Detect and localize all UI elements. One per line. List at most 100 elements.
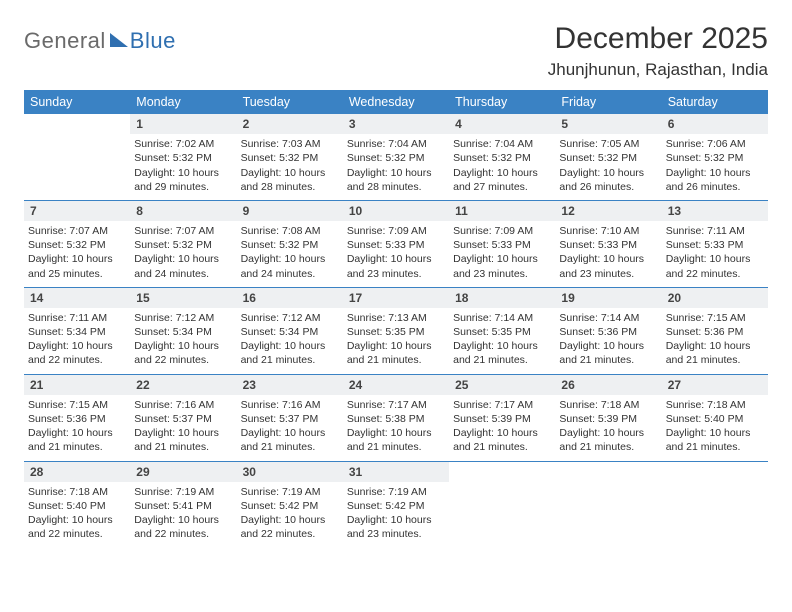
day-number: 24 — [343, 375, 449, 395]
sunset-line: Sunset: 5:40 PM — [28, 499, 126, 513]
daylight-line: Daylight: 10 hours and 21 minutes. — [559, 339, 657, 367]
sunset-line: Sunset: 5:32 PM — [347, 151, 445, 165]
day-cell: 4Sunrise: 7:04 AMSunset: 5:32 PMDaylight… — [449, 114, 555, 200]
day-cell: 24Sunrise: 7:17 AMSunset: 5:38 PMDayligh… — [343, 375, 449, 461]
sunrise-line: Sunrise: 7:06 AM — [666, 137, 764, 151]
day-cell: 13Sunrise: 7:11 AMSunset: 5:33 PMDayligh… — [662, 201, 768, 287]
header: General Blue December 2025 Jhunjhunun, R… — [24, 22, 768, 80]
daylight-line: Daylight: 10 hours and 23 minutes. — [559, 252, 657, 280]
day-number: 5 — [555, 114, 661, 134]
day-cell: 26 Sunrise: 7:18 AMSunset: 5:39 PMDayligh… — [555, 375, 661, 461]
brand-text-2: Blue — [130, 28, 176, 54]
sunset-line: Sunset: 5:39 PM — [559, 412, 657, 426]
sunrise-line: Sunrise: 7:19 AM — [241, 485, 339, 499]
day-number: 9 — [237, 201, 343, 221]
daylight-line: Daylight: 10 hours and 21 minutes. — [134, 426, 232, 454]
brand-text-1: General — [24, 28, 106, 54]
calendar-grid: SundayMondayTuesdayWednesdayThursdayFrid… — [24, 90, 768, 547]
day-number: 23 — [237, 375, 343, 395]
daylight-line: Daylight: 10 hours and 21 minutes. — [559, 426, 657, 454]
dow-cell: Tuesday — [237, 90, 343, 114]
sunrise-line: Sunrise: 7:19 AM — [347, 485, 445, 499]
sunset-line: Sunset: 5:32 PM — [666, 151, 764, 165]
sunrise-line: Sunrise: 7:17 AM — [347, 398, 445, 412]
days-of-week-row: SundayMondayTuesdayWednesdayThursdayFrid… — [24, 90, 768, 114]
day-cell: 21Sunrise: 7:15 AMSunset: 5:36 PMDayligh… — [24, 375, 130, 461]
day-cell: 6Sunrise: 7:06 AMSunset: 5:32 PMDaylight… — [662, 114, 768, 200]
sunrise-line: Sunrise: 7:05 AM — [559, 137, 657, 151]
sunrise-line: Sunrise: 7:04 AM — [347, 137, 445, 151]
dow-cell: Wednesday — [343, 90, 449, 114]
sunset-line: Sunset: 5:34 PM — [241, 325, 339, 339]
day-cell: 11Sunrise: 7:09 AMSunset: 5:33 PMDayligh… — [449, 201, 555, 287]
location-line: Jhunjhunun, Rajasthan, India — [548, 60, 768, 80]
sunset-line: Sunset: 5:33 PM — [453, 238, 551, 252]
sunrise-line: Sunrise: 7:09 AM — [347, 224, 445, 238]
day-cell: 7Sunrise: 7:07 AMSunset: 5:32 PMDaylight… — [24, 201, 130, 287]
calendar-page: General Blue December 2025 Jhunjhunun, R… — [0, 0, 792, 557]
day-number: 13 — [662, 201, 768, 221]
daylight-line: Daylight: 10 hours and 21 minutes. — [666, 339, 764, 367]
day-cell: 5Sunrise: 7:05 AMSunset: 5:32 PMDaylight… — [555, 114, 661, 200]
sunset-line: Sunset: 5:36 PM — [666, 325, 764, 339]
daylight-line: Daylight: 10 hours and 23 minutes. — [347, 252, 445, 280]
day-cell: 1Sunrise: 7:02 AMSunset: 5:32 PMDaylight… — [130, 114, 236, 200]
sunrise-line: Sunrise: 7:02 AM — [134, 137, 232, 151]
day-cell: 3Sunrise: 7:04 AMSunset: 5:32 PMDaylight… — [343, 114, 449, 200]
day-cell — [449, 462, 555, 548]
day-cell: 28 Sunrise: 7:18 AMSunset: 5:40 PMDayligh… — [24, 462, 130, 548]
sunrise-line: Sunrise: 7:18 AM — [666, 398, 764, 412]
sunset-line: Sunset: 5:39 PM — [453, 412, 551, 426]
daylight-line: Daylight: 10 hours and 25 minutes. — [28, 252, 126, 280]
day-cell: 22Sunrise: 7:16 AMSunset: 5:37 PMDayligh… — [130, 375, 236, 461]
day-number: 28 — [24, 462, 130, 482]
day-number: 30 — [237, 462, 343, 482]
day-number: 14 — [24, 288, 130, 308]
daylight-line: Daylight: 10 hours and 28 minutes. — [241, 166, 339, 194]
sunset-line: Sunset: 5:32 PM — [453, 151, 551, 165]
sunset-line: Sunset: 5:36 PM — [559, 325, 657, 339]
day-number: 6 — [662, 114, 768, 134]
day-number — [24, 114, 130, 134]
day-number: 17 — [343, 288, 449, 308]
daylight-line: Daylight: 10 hours and 24 minutes. — [241, 252, 339, 280]
month-title: December 2025 — [548, 22, 768, 56]
weeks-container: 1Sunrise: 7:02 AMSunset: 5:32 PMDaylight… — [24, 114, 768, 547]
daylight-line: Daylight: 10 hours and 21 minutes. — [666, 426, 764, 454]
brand-mark-icon — [110, 33, 128, 47]
sunrise-line: Sunrise: 7:18 AM — [28, 485, 126, 499]
day-cell: 2Sunrise: 7:03 AMSunset: 5:32 PMDaylight… — [237, 114, 343, 200]
sunrise-line: Sunrise: 7:15 AM — [28, 398, 126, 412]
day-cell: 18Sunrise: 7:14 AMSunset: 5:35 PMDayligh… — [449, 288, 555, 374]
week-row: 1Sunrise: 7:02 AMSunset: 5:32 PMDaylight… — [24, 114, 768, 201]
day-cell: 12Sunrise: 7:10 AMSunset: 5:33 PMDayligh… — [555, 201, 661, 287]
day-number: 22 — [130, 375, 236, 395]
day-number: 7 — [24, 201, 130, 221]
day-number: 27 — [662, 375, 768, 395]
day-number: 8 — [130, 201, 236, 221]
daylight-line: Daylight: 10 hours and 21 minutes. — [241, 426, 339, 454]
day-number: 4 — [449, 114, 555, 134]
daylight-line: Daylight: 10 hours and 27 minutes. — [453, 166, 551, 194]
day-number: 26 — [555, 375, 661, 395]
sunrise-line: Sunrise: 7:17 AM — [453, 398, 551, 412]
day-cell: 31Sunrise: 7:19 AMSunset: 5:42 PMDayligh… — [343, 462, 449, 548]
daylight-line: Daylight: 10 hours and 22 minutes. — [28, 339, 126, 367]
sunset-line: Sunset: 5:36 PM — [28, 412, 126, 426]
day-cell: 30 Sunrise: 7:19 AMSunset: 5:42 PMDayligh… — [237, 462, 343, 548]
sunrise-line: Sunrise: 7:11 AM — [666, 224, 764, 238]
day-number: 19 — [555, 288, 661, 308]
dow-cell: Thursday — [449, 90, 555, 114]
sunrise-line: Sunrise: 7:07 AM — [28, 224, 126, 238]
sunrise-line: Sunrise: 7:18 AM — [559, 398, 657, 412]
day-number: 12 — [555, 201, 661, 221]
sunset-line: Sunset: 5:42 PM — [241, 499, 339, 513]
brand-logo: General Blue — [24, 22, 176, 54]
day-cell — [662, 462, 768, 548]
sunrise-line: Sunrise: 7:16 AM — [241, 398, 339, 412]
daylight-line: Daylight: 10 hours and 21 minutes. — [453, 339, 551, 367]
dow-cell: Saturday — [662, 90, 768, 114]
daylight-line: Daylight: 10 hours and 29 minutes. — [134, 166, 232, 194]
daylight-line: Daylight: 10 hours and 22 minutes. — [241, 513, 339, 541]
daylight-line: Daylight: 10 hours and 22 minutes. — [28, 513, 126, 541]
